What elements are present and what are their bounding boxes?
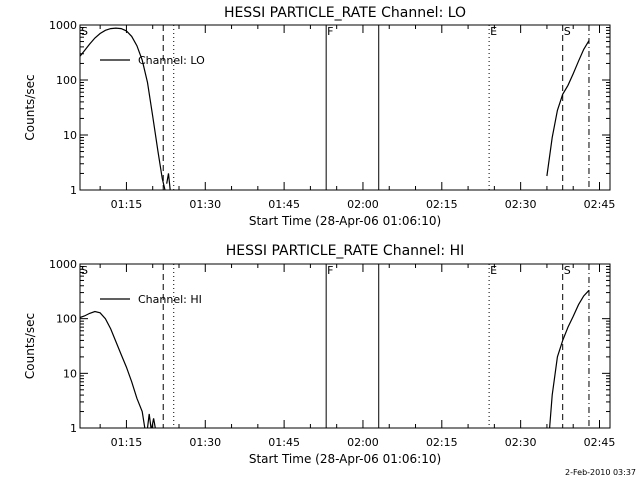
chart2-y-tick-label: 1 xyxy=(70,422,77,435)
chart2-event-marker-label: S xyxy=(564,264,571,277)
chart1-series-line xyxy=(546,40,590,177)
chart2-event-marker-label: F xyxy=(327,264,333,277)
chart2-event-marker-label: E xyxy=(490,264,497,277)
chart2-series-line xyxy=(79,310,146,429)
chart1-event-marker-label: E xyxy=(490,25,497,38)
chart1-series-line xyxy=(166,173,171,191)
chart2-legend-label: Channel: HI xyxy=(138,293,202,306)
chart1-x-tick-label: 01:15 xyxy=(111,198,143,211)
chart2-event-marker-label: S xyxy=(81,264,88,277)
chart2-x-tick-label: 02:30 xyxy=(505,436,537,449)
chart2-series-line xyxy=(146,413,152,429)
chart2-x-tick-label: 02:45 xyxy=(584,436,616,449)
chart2-y-tick-label: 10 xyxy=(63,367,77,380)
chart2-series-line xyxy=(151,418,156,429)
chart2-x-tick-label: 02:00 xyxy=(347,436,379,449)
chart1-y-axis-label: Counts/sec xyxy=(23,74,37,140)
footer-timestamp: 2-Feb-2010 03:37 xyxy=(565,468,636,477)
chart2-y-axis-label: Counts/sec xyxy=(23,313,37,379)
chart1-event-marker-label: F xyxy=(327,25,333,38)
chart1-x-tick-label: 02:15 xyxy=(426,198,458,211)
chart1-event-marker-label: S xyxy=(81,25,88,38)
chart1-event-marker-label: S xyxy=(564,25,571,38)
chart1-x-axis-label: Start Time (28-Apr-06 01:06:10) xyxy=(249,214,441,228)
chart2-x-tick-label: 01:45 xyxy=(268,436,300,449)
chart1-y-tick-label: 10 xyxy=(63,129,77,142)
chart2-y-tick-label: 1000 xyxy=(49,258,77,271)
chart1-legend-label: Channel: LO xyxy=(138,54,205,67)
chart1-title: HESSI PARTICLE_RATE Channel: LO xyxy=(224,5,466,21)
chart1-y-tick-label: 1 xyxy=(70,184,77,197)
chart1-y-tick-label: 100 xyxy=(56,74,77,87)
chart2-x-axis-label: Start Time (28-Apr-06 01:06:10) xyxy=(249,452,441,466)
chart2-x-tick-label: 02:15 xyxy=(426,436,458,449)
chart2-x-tick-label: 01:15 xyxy=(111,436,143,449)
chart1-plot-frame xyxy=(79,24,611,191)
chart2-plot-frame xyxy=(79,263,611,429)
chart2-y-tick-label: 100 xyxy=(56,313,77,326)
chart2-series-line xyxy=(549,289,590,429)
chart1-x-tick-label: 02:00 xyxy=(347,198,379,211)
chart1-x-tick-label: 02:45 xyxy=(584,198,616,211)
chart1-x-tick-label: 01:45 xyxy=(268,198,300,211)
chart1-series-line xyxy=(79,27,166,191)
chart2-x-tick-label: 01:30 xyxy=(189,436,221,449)
chart1-x-tick-label: 01:30 xyxy=(189,198,221,211)
chart1-x-tick-label: 02:30 xyxy=(505,198,537,211)
chart1-y-tick-label: 1000 xyxy=(49,19,77,32)
chart2-title: HESSI PARTICLE_RATE Channel: HI xyxy=(226,243,464,259)
